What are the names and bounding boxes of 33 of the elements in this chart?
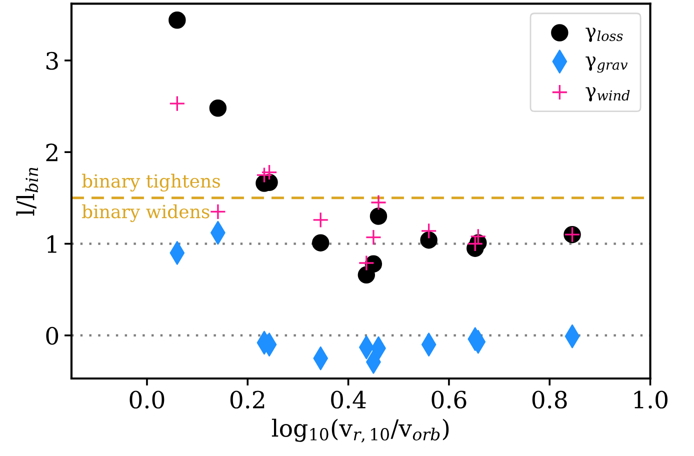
legend-label: γ$_{wind}$ <box>586 87 630 102</box>
point <box>370 194 387 211</box>
x-tick-label: 0.4 <box>331 390 366 409</box>
point <box>261 164 278 180</box>
y-tick-label: 3 <box>46 52 58 70</box>
point <box>169 95 186 112</box>
point <box>312 234 330 252</box>
point <box>420 231 438 249</box>
y-tick-label: 0 <box>46 326 58 345</box>
point <box>370 208 388 225</box>
x-tick-label: 0.0 <box>130 390 164 409</box>
legend-label: γ$_{loss}$ <box>586 28 623 42</box>
y-tick-label: 1 <box>48 235 56 253</box>
point <box>365 229 382 246</box>
point <box>358 254 375 272</box>
x-tick-label: 0.2 <box>230 390 264 409</box>
y-axis-title: l/l$_{bin}$ <box>16 168 38 216</box>
annotation: binary widens <box>82 204 210 222</box>
point <box>210 204 226 220</box>
legend-label: γ$_{grav}$ <box>586 56 628 73</box>
point <box>420 222 437 240</box>
annotation: binary tightens <box>82 174 220 192</box>
point <box>470 228 486 245</box>
x-axis-title: log$_{10}$(v$_{r,10}$/v$_{orb}$) <box>272 418 449 443</box>
point <box>256 166 272 184</box>
x-tick-label: 0.6 <box>432 390 466 409</box>
y-tick-label: 2 <box>46 144 58 162</box>
point <box>467 236 484 252</box>
x-tick-label: 1.0 <box>634 390 668 409</box>
point <box>168 12 186 29</box>
point <box>209 100 227 117</box>
point <box>312 212 329 228</box>
x-tick-label: 0.8 <box>532 390 567 409</box>
